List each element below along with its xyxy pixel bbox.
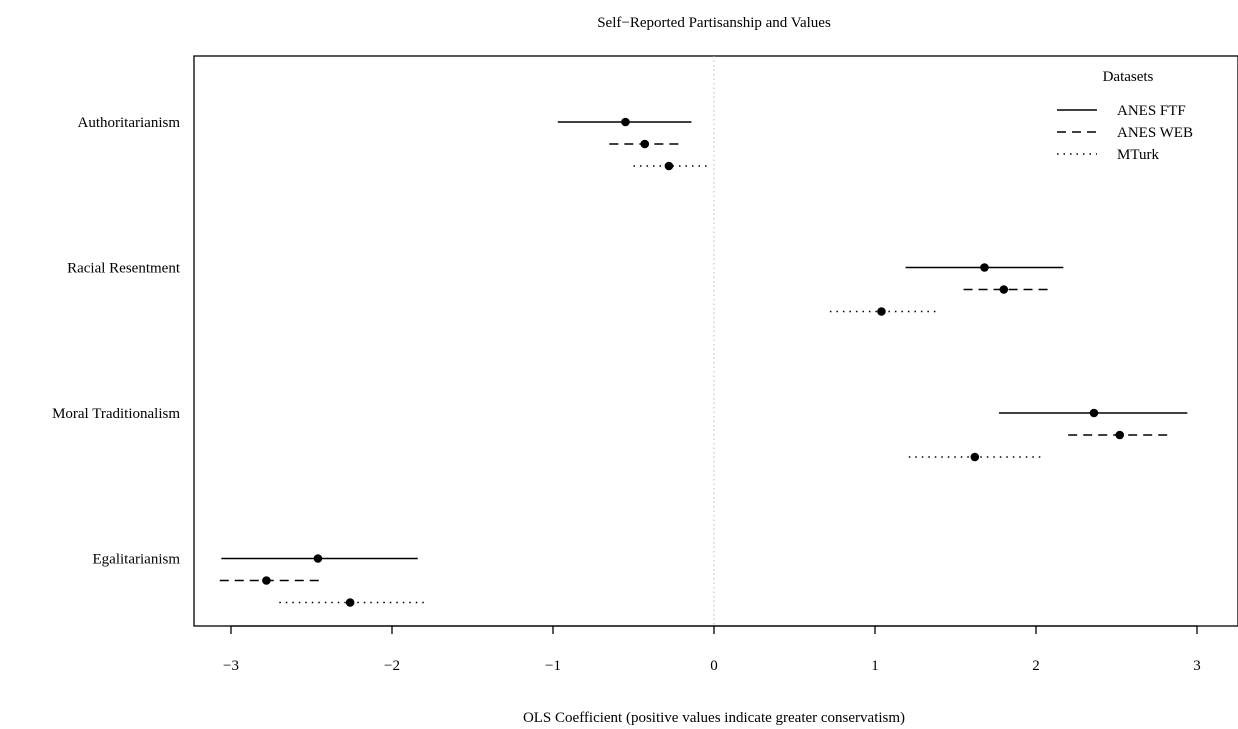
x-tick-label: −2 (384, 658, 400, 674)
estimate-point (621, 117, 630, 127)
estimate-point (640, 139, 650, 149)
x-tick-label: −3 (223, 658, 239, 674)
category-label: Moral Traditionalism (52, 406, 180, 422)
estimate-point (999, 285, 1009, 294)
estimate-point (262, 576, 271, 585)
legend-label: MTurk (1117, 147, 1159, 163)
chart-marks (219, 117, 1188, 607)
estimate-point (1089, 408, 1099, 418)
legend-entries: ANES FTF ANES WEB MTurk (1057, 103, 1193, 163)
x-tick-label: −1 (545, 658, 561, 674)
category-labels: Authoritarianism Racial Resentment Moral T… (52, 115, 181, 568)
estimate-point (313, 554, 323, 563)
legend-label: ANES FTF (1117, 103, 1186, 119)
estimate-point (970, 452, 980, 462)
x-tick-label: 0 (710, 658, 718, 674)
x-tick-label: 2 (1032, 658, 1040, 674)
category-label: Racial Resentment (67, 261, 181, 277)
estimate-point (1115, 430, 1125, 440)
estimate-point (877, 307, 886, 316)
x-axis-label: OLS Coefficient (positive values indicat… (523, 710, 905, 726)
chart-title: Self−Reported Partisanship and Values (597, 15, 831, 31)
x-axis: −3 −2 −1 0 1 2 3 (223, 625, 1201, 674)
estimate-point (345, 598, 355, 607)
legend-label: ANES WEB (1117, 125, 1193, 141)
category-label: Egalitarianism (93, 552, 181, 568)
x-tick-label: 1 (871, 658, 879, 674)
legend-title: Datasets (1103, 69, 1154, 85)
legend: Datasets ANES FTF ANES WEB MTurk (1057, 69, 1193, 163)
estimate-point (664, 161, 674, 171)
category-label: Authoritarianism (78, 115, 181, 131)
x-tick-label: 3 (1193, 658, 1201, 674)
plot-frame (193, 55, 1238, 627)
estimate-point (980, 263, 989, 272)
